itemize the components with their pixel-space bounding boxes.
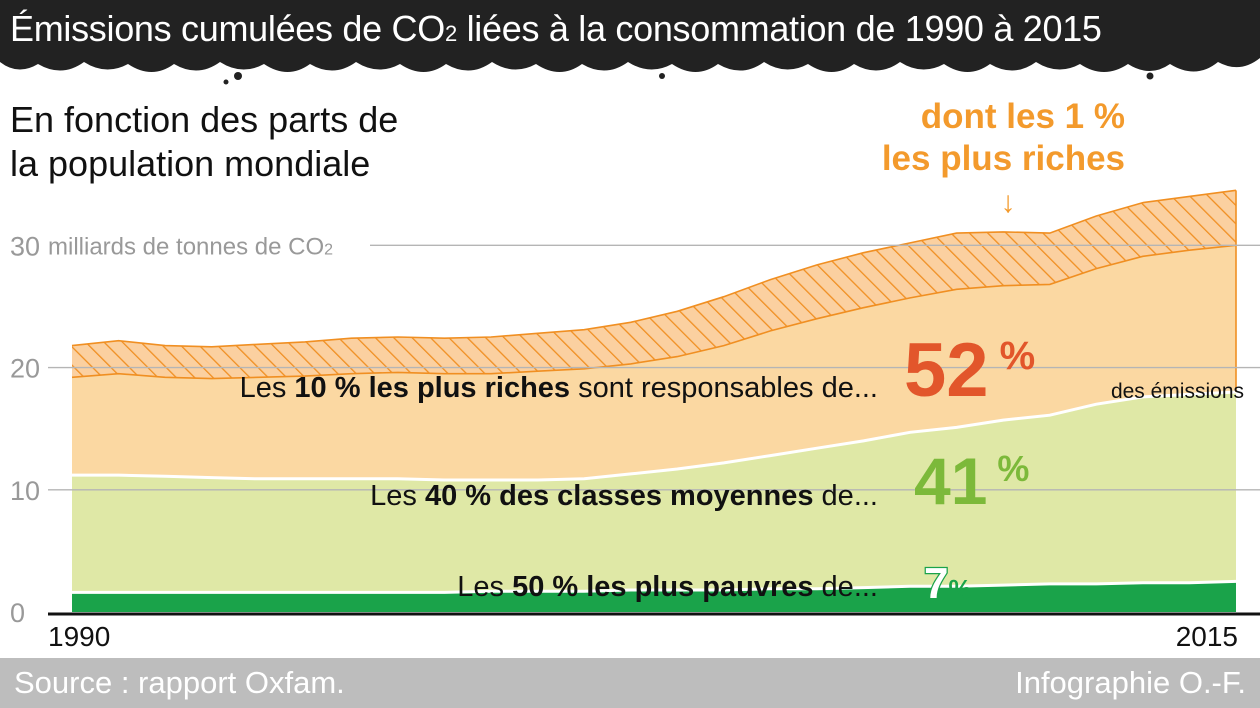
x-tick-label: 2015 [1176, 621, 1238, 652]
rich-label-post: sont responsables de... [570, 372, 878, 404]
y-tick-label: 20 [10, 354, 40, 384]
poor-value-label: 7% [924, 559, 972, 608]
y-tick-label: 10 [10, 476, 40, 506]
y-unit-subscript: 2 [324, 241, 333, 258]
top1-annotation-line-2: les plus riches [881, 139, 1125, 178]
source-text: Source : rapport Oxfam. [14, 665, 345, 700]
title-subscript: 2 [444, 21, 457, 46]
series-boundary-1 [72, 390, 1237, 482]
middle-value-label: 41 % [914, 444, 1029, 518]
poor-value-unit: % [948, 574, 971, 604]
middle-group-label: Les 40 % des classes moyennes de... [370, 480, 878, 512]
credit-text: Infographie O.-F. [1015, 665, 1246, 700]
cloud-banner-shape [0, 0, 1260, 85]
top1-arrow: ↓ [1001, 186, 1016, 219]
x-tick-label: 1990 [48, 621, 110, 652]
rich-label-pre: Les [240, 372, 295, 404]
subtitle-line-1: En fonction des parts de [10, 99, 399, 140]
rich-suffix-label: des émissions [1111, 380, 1244, 403]
poor-label-bold: 50 % les plus pauvres [512, 571, 813, 603]
poor-value: 7 [924, 559, 948, 608]
y-unit-text: milliards de tonnes de CO [48, 233, 324, 260]
middle-value: 41 [914, 444, 987, 518]
middle-label-pre: Les [370, 480, 425, 512]
rich-value-label: 52 % [904, 328, 1035, 413]
series-outline-3 [71, 189, 1237, 348]
chart-subtitle: En fonction des parts de la population m… [10, 98, 398, 186]
rich-value: 52 [904, 328, 989, 413]
rich-value-unit: % [989, 334, 1036, 378]
top1-annotation-line-1: dont les 1 % [920, 97, 1125, 136]
poor-label-pre: Les [457, 571, 512, 603]
series-boundary-0 [72, 579, 1237, 594]
series-area-3 [72, 190, 1236, 379]
title-text-end: liées à la consommation de 1990 à 2015 [456, 8, 1102, 49]
series-area-1 [72, 392, 1236, 593]
page-title: Émissions cumulées de CO2 liées à la con… [10, 8, 1102, 50]
poor-label-post: de... [814, 571, 879, 603]
middle-value-unit: % [987, 448, 1029, 489]
stacked-area-chart: 0 10 20 30 milliards de tonnes de CO2 1990 201… [10, 186, 1260, 652]
y-axis-unit-label: milliards de tonnes de CO2 [48, 233, 333, 260]
series-area-0 [72, 581, 1236, 612]
poor-group-label: Les 50 % les plus pauvres de... [457, 571, 878, 603]
footer-bar: Source : rapport Oxfam. Infographie O.-F… [0, 658, 1260, 708]
series-area-2 [72, 245, 1236, 480]
y-tick-label: 0 [10, 598, 25, 628]
subtitle-line-2: la population mondiale [10, 143, 371, 184]
header-banner: Émissions cumulées de CO2 liées à la con… [0, 0, 1260, 86]
series-outline-2 [71, 244, 1237, 380]
y-tick-label: 30 [10, 231, 40, 261]
middle-label-post: de... [814, 480, 879, 512]
top1-annotation: dont les 1 % les plus riches [805, 96, 1125, 180]
rich-label-bold: 10 % les plus riches [294, 372, 570, 404]
title-text: Émissions cumulées de CO [10, 8, 445, 49]
rich-group-label: Les 10 % les plus riches sont responsabl… [240, 372, 878, 404]
middle-label-bold: 40 % des classes moyennes [425, 480, 814, 512]
